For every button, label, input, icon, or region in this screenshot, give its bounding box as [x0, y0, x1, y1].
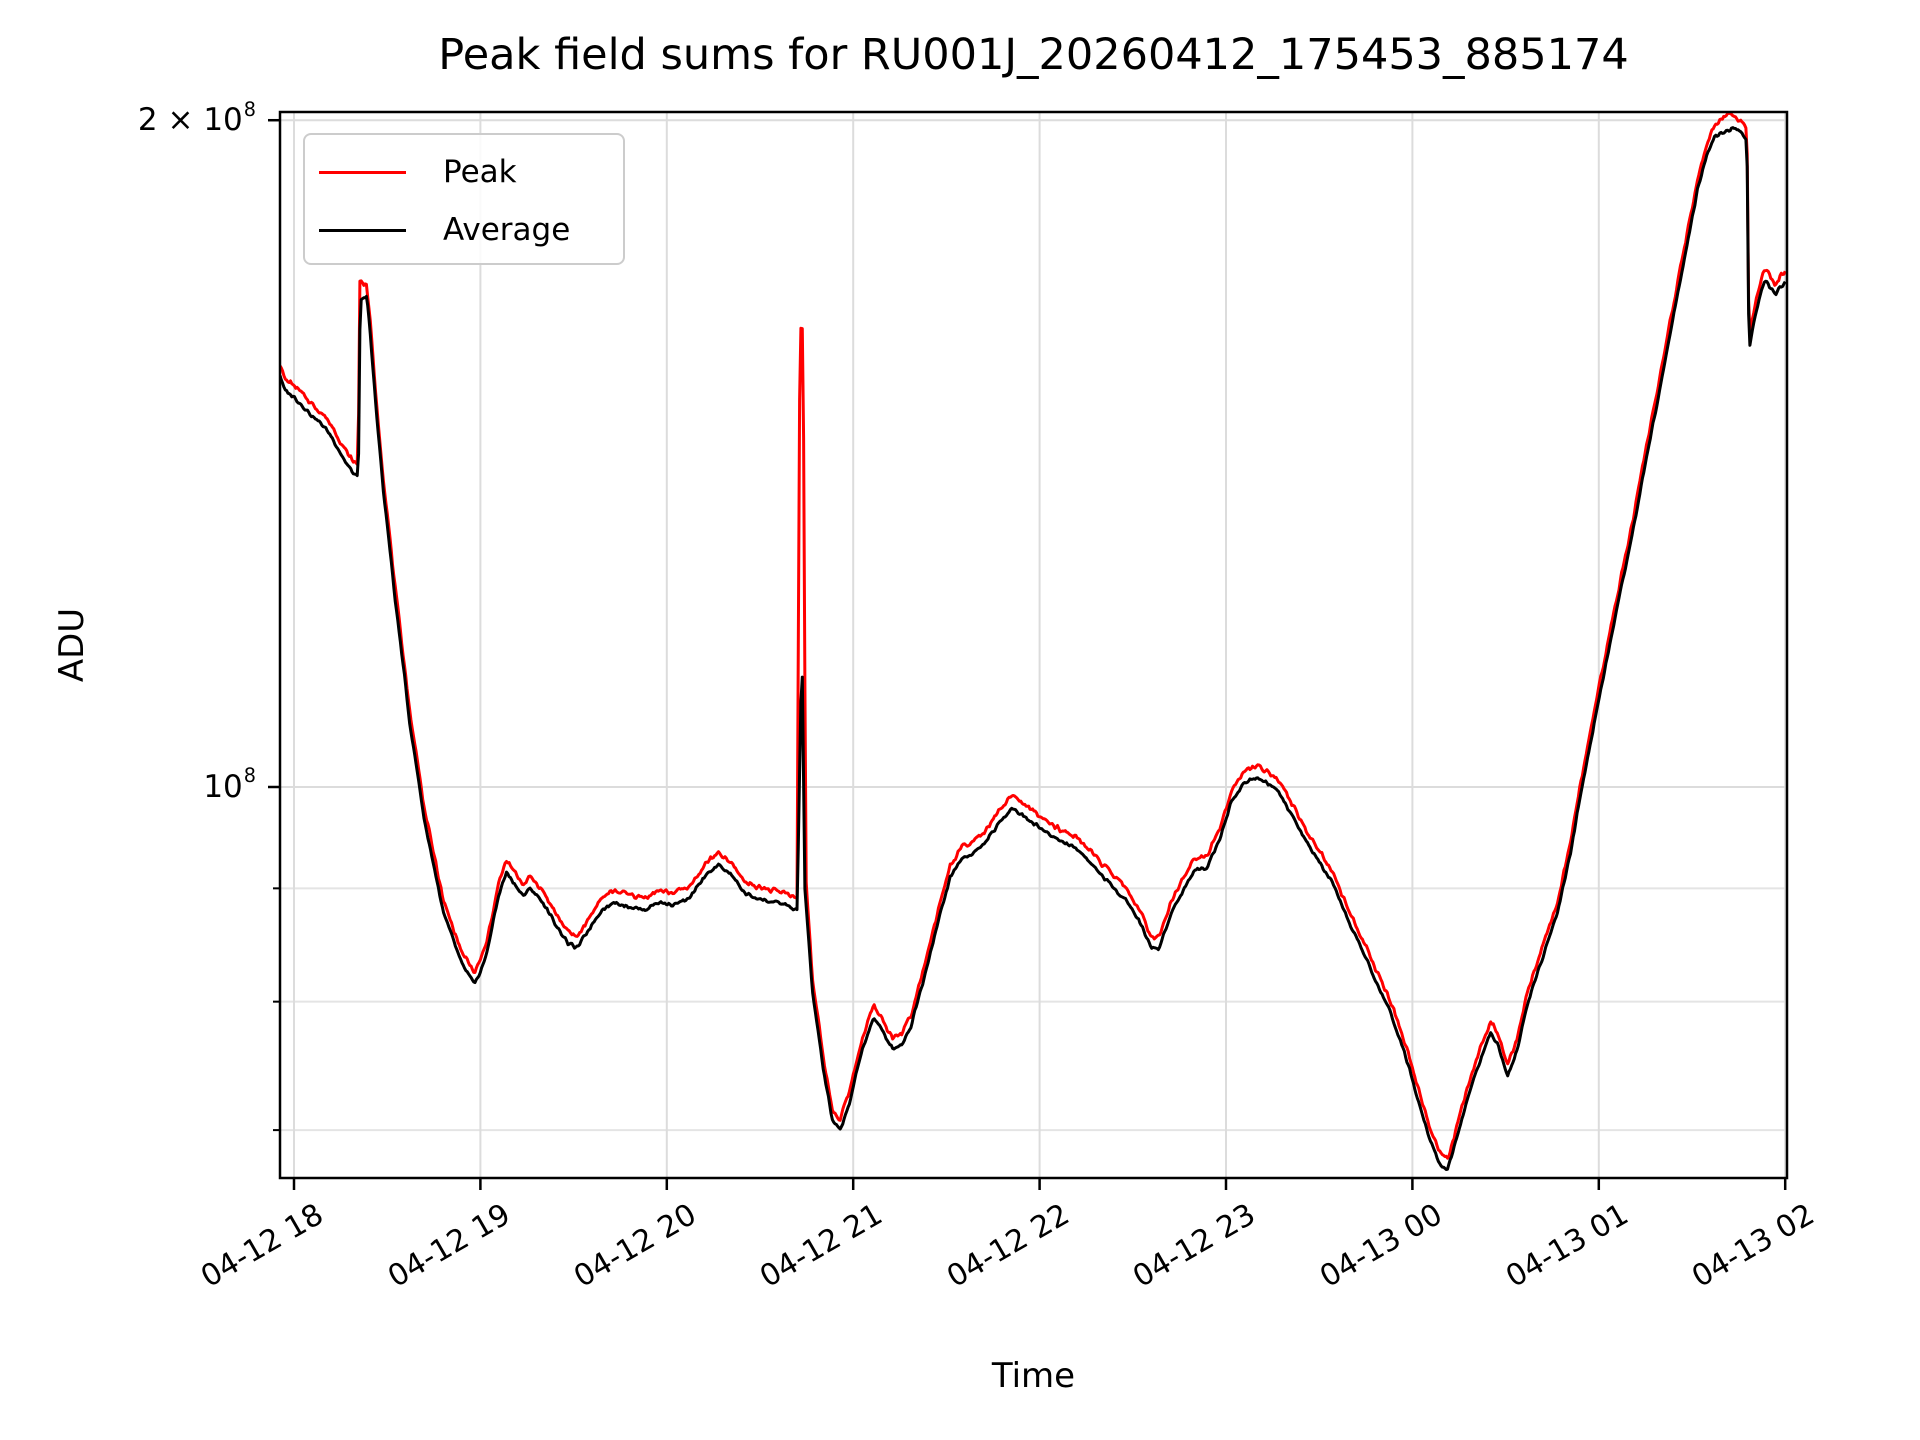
plot-area — [280, 112, 1787, 1178]
y-tick-base: 2 × 10 — [137, 102, 243, 139]
legend-label: Peak — [443, 154, 517, 190]
chart-title: Peak field sums for RU001J_20260412_1754… — [438, 30, 1629, 80]
legend-label: Average — [443, 212, 571, 248]
legend-line-sample — [319, 170, 406, 174]
axes-spines — [278, 110, 1789, 1180]
y-tick-label: 2 × 10 8 — [137, 97, 256, 139]
y-tick-base: 10 — [203, 769, 243, 805]
series-peak-line — [280, 112, 1787, 1160]
legend: Peak Average — [303, 133, 625, 265]
series-average-line — [280, 126, 1787, 1171]
legend-item: Average — [319, 201, 623, 259]
legend-item: Peak — [319, 143, 623, 201]
y-axis-label: ADU — [52, 607, 92, 683]
x-axis-label: Time — [991, 1356, 1076, 1396]
legend-line-sample — [319, 228, 406, 232]
y-tick-label: 10 8 — [203, 764, 256, 805]
legend-items: Peak Average — [319, 143, 623, 259]
